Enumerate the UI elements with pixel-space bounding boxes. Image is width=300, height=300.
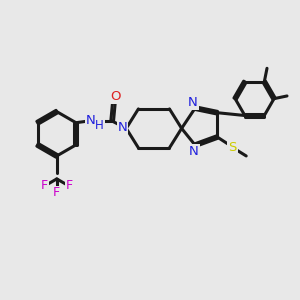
Text: N: N xyxy=(188,96,198,109)
Text: S: S xyxy=(228,141,237,154)
Text: O: O xyxy=(110,90,121,103)
Text: F: F xyxy=(65,179,73,192)
Text: F: F xyxy=(53,187,60,200)
Text: N: N xyxy=(86,113,95,127)
Text: H: H xyxy=(95,119,104,133)
Text: N: N xyxy=(118,121,127,134)
Text: F: F xyxy=(41,179,48,192)
Text: N: N xyxy=(189,145,199,158)
